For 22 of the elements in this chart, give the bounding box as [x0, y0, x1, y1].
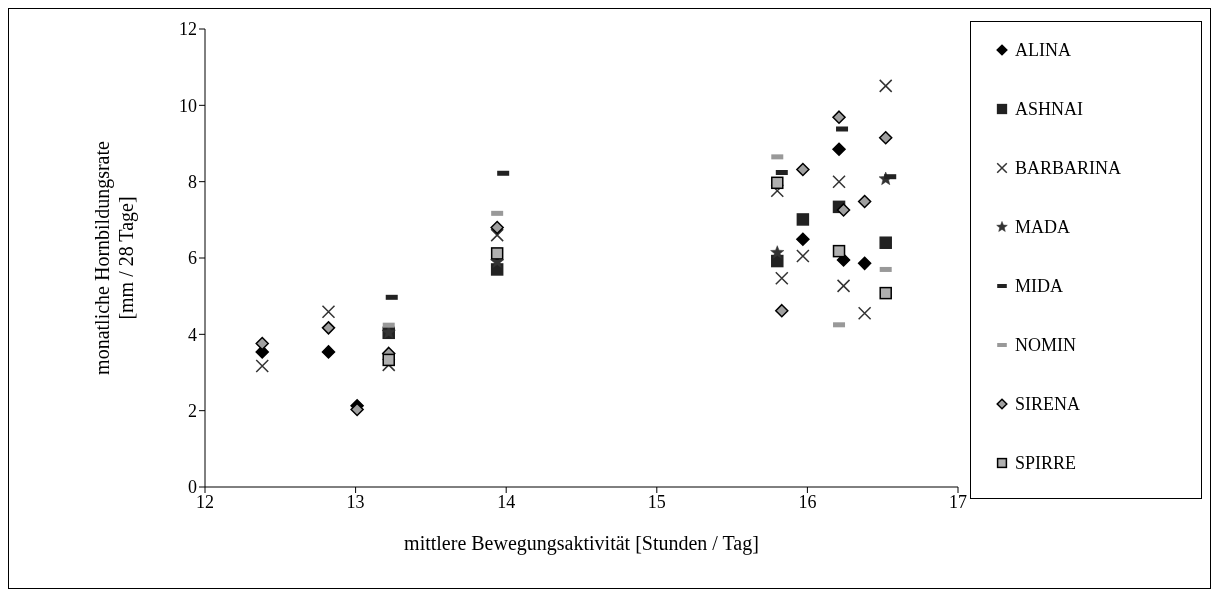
y-tick-label: 12 — [179, 19, 197, 40]
legend-label: MIDA — [1015, 276, 1063, 297]
legend-label: ALINA — [1015, 40, 1071, 61]
legend-label: BARBARINA — [1015, 158, 1122, 179]
x-tick-label: 14 — [497, 491, 516, 512]
y-tick-label: 0 — [188, 477, 197, 498]
x-tick-label: 13 — [346, 491, 365, 512]
x-tick-label: 15 — [647, 491, 666, 512]
y-tick-label: 2 — [188, 401, 197, 422]
x-tick-label: 16 — [798, 491, 817, 512]
legend-label: SPIRRE — [1015, 453, 1077, 474]
x-tick-label: 17 — [949, 491, 967, 512]
y-tick-label: 6 — [188, 248, 197, 269]
y-tick-label: 8 — [188, 172, 197, 193]
legend-label: SIRENA — [1015, 394, 1081, 415]
y-axis-title: monatliche Hornbildungsrate [mm / 28 Tage] — [91, 140, 138, 375]
y-tick-label: 10 — [179, 95, 197, 116]
y-tick-label: 4 — [188, 324, 197, 345]
legend-label: ASHNAI — [1015, 99, 1084, 120]
legend-label: MADA — [1015, 217, 1071, 238]
legend-label: NOMIN — [1015, 335, 1076, 356]
x-axis-title: mittlere Bewegungsaktivität [Stunden / Tag] — [404, 532, 759, 555]
